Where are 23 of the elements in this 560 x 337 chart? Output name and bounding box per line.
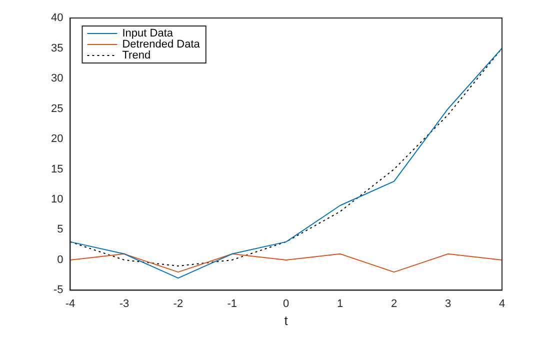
x-tick-label: 0: [283, 298, 290, 310]
x-tick-label: -3: [119, 298, 130, 310]
y-tick-label: 30: [50, 72, 64, 85]
y-tick-label: 35: [50, 42, 64, 54]
x-axis-title: t: [284, 312, 288, 328]
legend-label: Input Data: [122, 28, 174, 40]
legend-label: Trend: [122, 50, 151, 62]
x-tick-label: -2: [173, 298, 184, 310]
x-tick-label: -1: [227, 298, 238, 310]
x-tick-label: 3: [444, 298, 452, 310]
y-tick-label: 15: [50, 163, 64, 176]
y-tick-label: 5: [57, 224, 64, 236]
y-tick-label: 25: [50, 102, 64, 115]
y-tick-label: 20: [50, 133, 64, 146]
x-tick-label: 1: [337, 298, 344, 310]
y-tick-label: -5: [53, 284, 64, 296]
legend-label: Detrended Data: [122, 38, 201, 51]
x-tick-label: 2: [390, 298, 398, 310]
x-tick-label: 4: [498, 298, 506, 310]
x-tick-label: -4: [65, 298, 76, 310]
y-tick-label: 0: [57, 254, 64, 266]
y-tick-label: 10: [50, 194, 64, 206]
y-tick-label: 40: [50, 12, 64, 24]
